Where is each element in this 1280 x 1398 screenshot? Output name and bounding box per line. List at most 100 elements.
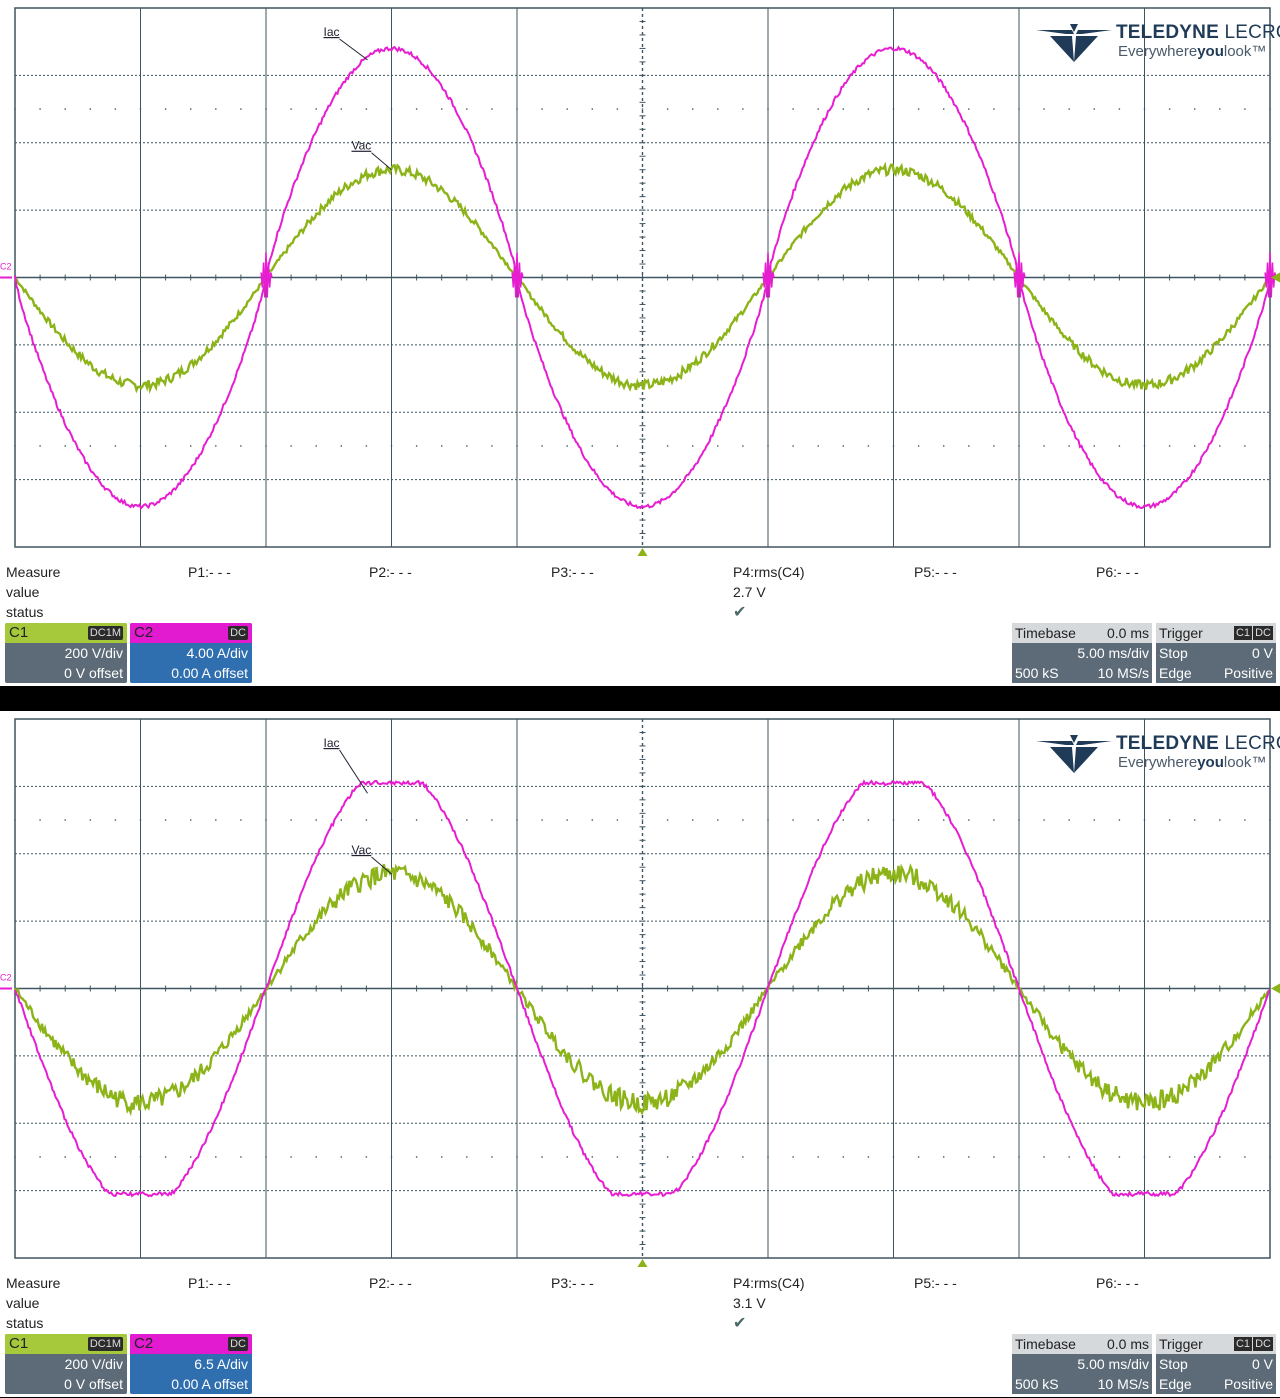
channel-c2-box[interactable]: C2 DC 4.00 A/div 0.00 A offset: [130, 623, 252, 683]
param-p5[interactable]: P5:- - -: [914, 1275, 957, 1291]
trigger-box[interactable]: Trigger C1 DC Stop 0 V Edge Positive: [1156, 623, 1276, 683]
trigger-level: 0 V: [1251, 645, 1273, 661]
grid-dot: [1269, 1156, 1271, 1158]
timebase-scale: 5.00 ms/div: [1077, 645, 1149, 661]
grid-dot: [340, 819, 342, 821]
grid-dot: [1118, 1156, 1121, 1158]
trigger-position-marker-icon[interactable]: [637, 548, 648, 556]
grid-dot: [1194, 1156, 1196, 1158]
timebase-label: Timebase: [1015, 625, 1076, 641]
grid-dot: [39, 445, 41, 447]
channel-c1-box[interactable]: C1 DC1M 200 V/div 0 V offset: [5, 1334, 127, 1394]
grid-dot: [993, 445, 995, 447]
grid-dot: [516, 108, 518, 110]
vac-trace-label: Vac: [352, 139, 372, 153]
c2-scale: 6.5 A/div: [194, 1356, 248, 1372]
c1-offset: 0 V offset: [64, 665, 123, 681]
timebase-box[interactable]: Timebase 0.0 ms 5.00 ms/div 500 kS 10 MS/s: [1012, 1334, 1152, 1394]
param-p6[interactable]: P6:- - -: [1096, 564, 1139, 580]
grid-dot: [365, 819, 368, 821]
grid-dot: [365, 108, 368, 110]
grid-dot: [466, 819, 468, 821]
param-p3[interactable]: P3:- - -: [551, 1275, 594, 1291]
current-trace: [14, 45, 1270, 510]
c2-ground-marker[interactable]: C2: [0, 973, 12, 983]
scope-screen-2: Iac Vac C2 TELEDYNE LECROY Everywhereyoulo…: [0, 711, 1280, 1397]
param-p1[interactable]: P1:- - -: [188, 1275, 231, 1291]
trigger-level-marker-icon[interactable]: [1271, 272, 1280, 283]
trigger-coupling: DC: [1253, 1337, 1273, 1351]
grid-dot: [265, 819, 267, 821]
c2-ground-marker[interactable]: C2: [0, 262, 12, 272]
grid-dot: [742, 445, 744, 447]
logo-tagline: Everywhereyoulook™: [1118, 43, 1267, 60]
scope-screen-1: Iac Vac C2 TELEDYNE LECROY Everywhereyoulo…: [0, 0, 1280, 686]
p4-value: 2.7 V: [733, 584, 766, 600]
grid-dot: [641, 108, 644, 110]
param-p2[interactable]: P2:- - -: [369, 564, 412, 580]
grid-dot: [1018, 108, 1020, 110]
channel-c1-box[interactable]: C1 DC1M 200 V/div 0 V offset: [5, 623, 127, 683]
grid-dot: [441, 1156, 443, 1158]
grid-dot: [240, 819, 242, 821]
trigger-slope: Positive: [1223, 1376, 1273, 1392]
grid-dot: [1168, 445, 1171, 447]
waveform-display: Iac Vac C2: [0, 718, 1280, 1267]
grid-dot: [114, 445, 117, 447]
param-p4[interactable]: P4:rms(C4): [733, 564, 805, 580]
current-trace-group: [14, 45, 1277, 510]
grid-dot: [666, 445, 669, 447]
grid-dot: [616, 1156, 619, 1158]
grid-dot: [641, 1156, 644, 1158]
grid-dot: [1168, 108, 1171, 110]
grid-dot: [993, 1156, 995, 1158]
param-p2[interactable]: P2:- - -: [369, 1275, 412, 1291]
c1-coupling: DC1M: [87, 626, 123, 640]
measure-label: Measure: [6, 564, 61, 580]
param-p6[interactable]: P6:- - -: [1096, 1275, 1139, 1291]
grid-dot: [1194, 445, 1196, 447]
grid-dot: [742, 1156, 744, 1158]
grid-dot: [190, 1156, 192, 1158]
grid-dot: [1068, 108, 1070, 110]
timebase-delay: 0.0 ms: [1106, 625, 1149, 641]
grid-dot: [340, 108, 342, 110]
grid-dot: [491, 1156, 493, 1158]
trigger-level-marker-icon[interactable]: [1271, 983, 1280, 994]
grid-dot: [441, 445, 443, 447]
grid-dot: [1244, 108, 1246, 110]
iac-leader-line: [339, 749, 368, 794]
grid-dot: [817, 819, 819, 821]
c1-name: C1: [9, 624, 29, 641]
grid-dot: [591, 108, 593, 110]
c2-name: C2: [134, 1335, 154, 1352]
grid-dot: [1269, 108, 1271, 110]
grid-dot: [265, 445, 267, 447]
p4-status-check-icon: ✔: [733, 604, 747, 621]
markers: Iac Vac C2: [0, 736, 1280, 1267]
grid-dot: [64, 108, 66, 110]
grid-dot: [466, 1156, 468, 1158]
c2-offset: 0.00 A offset: [171, 665, 248, 681]
grid-dot: [290, 819, 292, 821]
trigger-position-marker-icon[interactable]: [637, 1259, 648, 1267]
param-p5[interactable]: P5:- - -: [914, 564, 957, 580]
grid-dot: [240, 1156, 242, 1158]
grid-dot: [767, 445, 769, 447]
voltage-trace-group: [14, 161, 1270, 395]
grid-dot: [968, 819, 970, 821]
grid-dot: [867, 1156, 870, 1158]
param-p4[interactable]: P4:rms(C4): [733, 1275, 805, 1291]
grid-dot: [164, 108, 167, 110]
grid-dot: [390, 445, 393, 447]
param-p1[interactable]: P1:- - -: [188, 564, 231, 580]
grid-dot: [215, 445, 217, 447]
grid-dot: [1068, 1156, 1070, 1158]
timebase-box[interactable]: Timebase 0.0 ms 5.00 ms/div 500 kS 10 MS/s: [1012, 623, 1152, 683]
grid-dot: [1018, 1156, 1020, 1158]
param-p3[interactable]: P3:- - -: [551, 564, 594, 580]
trigger-box[interactable]: Trigger C1 DC Stop 0 V Edge Positive: [1156, 1334, 1276, 1394]
grid-dot: [1118, 108, 1121, 110]
trigger-label: Trigger: [1159, 1336, 1203, 1352]
channel-c2-box[interactable]: C2 DC 6.5 A/div 0.00 A offset: [130, 1334, 252, 1394]
